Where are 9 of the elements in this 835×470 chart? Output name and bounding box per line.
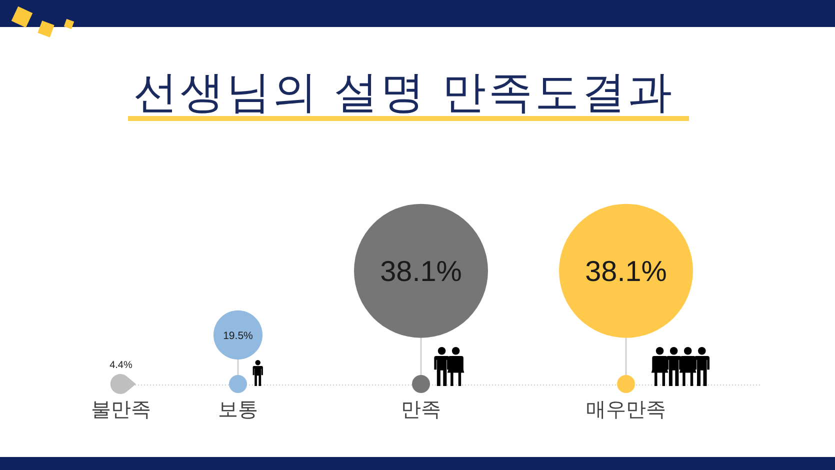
- value-label: 19.5%: [223, 330, 253, 342]
- title: 선생님의 설명 만족도결과: [134, 68, 674, 117]
- category-label: 매우만족: [586, 399, 666, 421]
- category-label: 만족: [401, 399, 441, 421]
- category-label: 보통: [218, 399, 258, 421]
- value-label: 38.1%: [585, 256, 667, 288]
- category-label: 불만족: [91, 399, 151, 421]
- value-label: 38.1%: [380, 256, 462, 288]
- value-label: 4.4%: [110, 360, 132, 371]
